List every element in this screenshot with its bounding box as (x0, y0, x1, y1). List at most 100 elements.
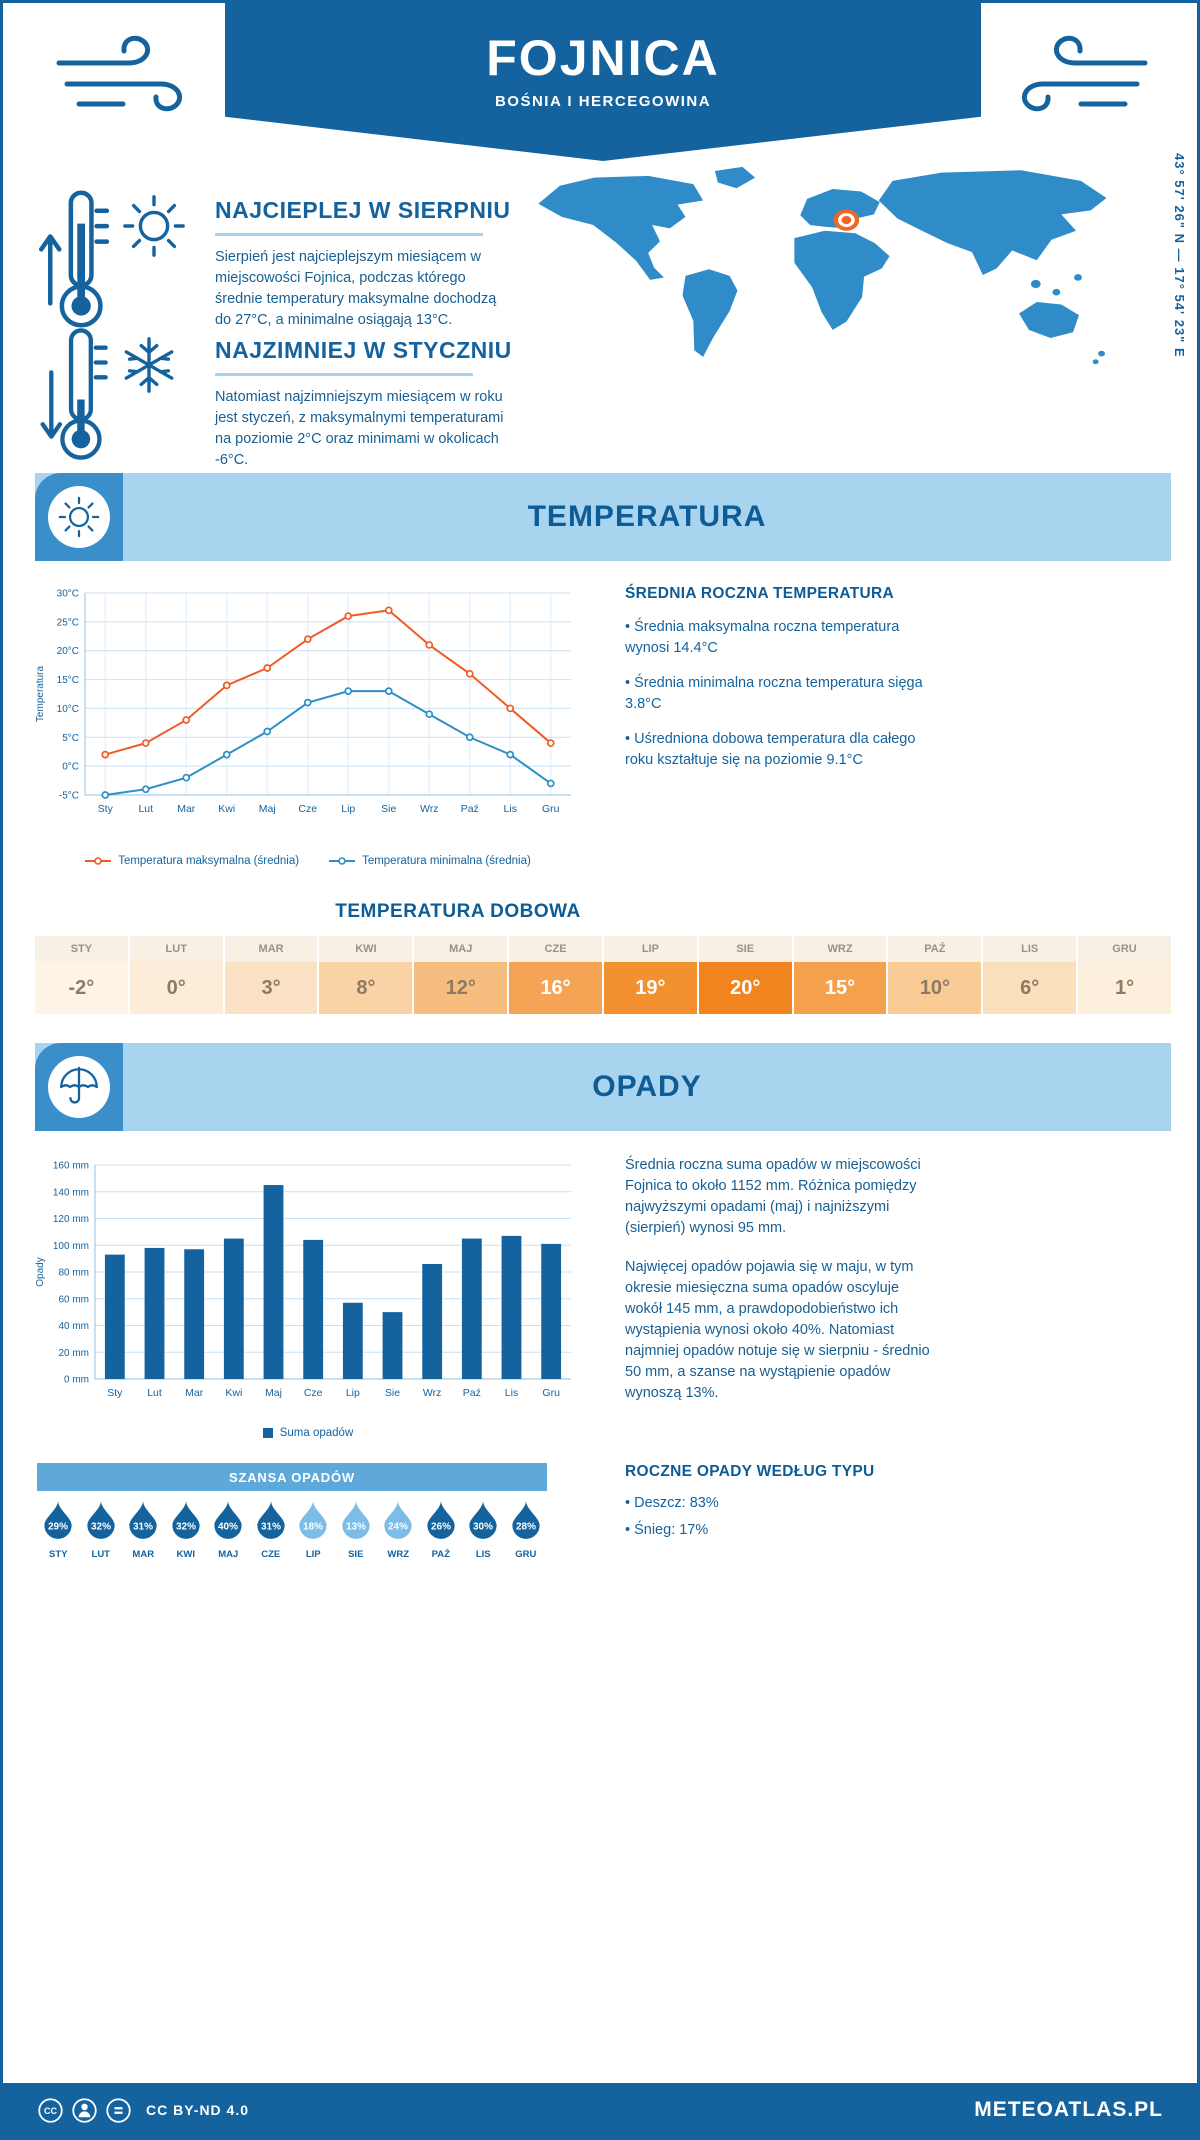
no-derivatives-icon (106, 2097, 131, 2123)
svg-text:30%: 30% (473, 1521, 493, 1532)
rain-chance-item: 32% LUT (80, 1499, 123, 1560)
bullet-item: • Śnieg: 17% (625, 1521, 709, 1538)
svg-text:Kwi: Kwi (218, 803, 235, 815)
temp-value: 10° (888, 962, 982, 1014)
svg-text:40 mm: 40 mm (58, 1321, 89, 1332)
rain-chance-droplets: 29% STY 32% LUT 31% MAR 32% KWI 40% MAJ 31% CZE 18% L… (37, 1499, 547, 1560)
svg-text:Lip: Lip (341, 803, 355, 815)
temp-value: 0° (129, 962, 223, 1014)
temperature-line-chart: -5°C 0°C 5°C 10°C 15°C 20°C 25°C 30°C Sty Lut Mar K… (35, 589, 571, 815)
temp-value: 20° (698, 962, 792, 1014)
month-label: KWI (176, 1549, 195, 1560)
svg-text:80 mm: 80 mm (58, 1268, 89, 1279)
daily-temp-cell: PAŹ 10° (888, 936, 984, 1014)
svg-text:Wrz: Wrz (423, 1387, 441, 1399)
wind-icon (1022, 35, 1148, 112)
svg-text:Sty: Sty (98, 803, 114, 815)
legend-marker-icon (329, 857, 356, 865)
svg-text:30°C: 30°C (57, 589, 79, 600)
precipitation-paragraph: Średnia roczna suma opadów w miejscowośc… (625, 1157, 921, 1237)
rain-chance-item: 30% LIS (462, 1499, 505, 1560)
svg-text:Cze: Cze (298, 803, 317, 815)
temp-value: 16° (509, 962, 602, 1014)
svg-text:100 mm: 100 mm (53, 1241, 89, 1252)
svg-text:13%: 13% (346, 1521, 366, 1532)
svg-text:Sie: Sie (385, 1387, 400, 1399)
banner-icon-box (35, 1043, 123, 1131)
header-banner: FOJNICA BOŚNIA I HERCEGOWINA (225, 3, 981, 161)
svg-text:Mar: Mar (177, 803, 196, 815)
month-label: CZE (261, 1549, 281, 1560)
legend-item: Temperatura minimalna (średnia) (329, 855, 531, 867)
svg-text:25°C: 25°C (57, 617, 79, 628)
droplet-icon: 29% (44, 1500, 72, 1539)
temp-value: 15° (793, 962, 887, 1014)
brand-label: METEOATLAS.PL (974, 2098, 1163, 2121)
svg-text:32%: 32% (91, 1521, 111, 1532)
temp-value: -2° (35, 962, 128, 1014)
droplet-icon: 28% (512, 1500, 540, 1539)
temp-value: 19° (603, 962, 697, 1014)
footer: CC CC BY-ND 4.0 METEOATLAS.PL (3, 2083, 1197, 2137)
droplet-icon: 40% (214, 1500, 242, 1539)
daily-temp-cell: LUT 0° (129, 936, 225, 1014)
daily-temp-cell: KWI 8° (319, 936, 415, 1014)
month-label: LIP (305, 1549, 321, 1560)
droplet-icon: 31% (129, 1500, 157, 1539)
svg-text:31%: 31% (133, 1521, 153, 1532)
precip-type-title: ROCZNE OPADY WEDŁUG TYPU (625, 1463, 875, 1480)
svg-text:120 mm: 120 mm (53, 1214, 89, 1225)
legend-label: Temperatura maksymalna (średnia) (118, 855, 300, 867)
daily-temp-cell: MAR 3° (224, 936, 320, 1014)
svg-text:Sie: Sie (381, 803, 396, 815)
svg-text:Lis: Lis (504, 803, 517, 815)
bullet-item: • Uśredniona dobowa temperatura dla całe… (625, 731, 916, 768)
droplet-icon: 32% (87, 1500, 115, 1539)
precipitation-text: Średnia roczna suma opadów w miejscowośc… (625, 1155, 933, 1422)
world-map (501, 153, 1129, 415)
precipitation-banner-title: OPADY (592, 1070, 702, 1103)
month-label: MAR (132, 1549, 155, 1560)
svg-text:26%: 26% (431, 1521, 451, 1532)
banner-icon-box (35, 473, 123, 561)
svg-text:Mar: Mar (185, 1387, 204, 1399)
rain-chance-item: 31% MAR (122, 1499, 165, 1560)
temperature-banner-title: TEMPERATURA (527, 500, 767, 533)
rain-chance-item: 29% STY (37, 1499, 80, 1560)
droplet-icon: 13% (342, 1500, 370, 1539)
page-subtitle: BOŚNIA I HERCEGOWINA (494, 93, 712, 110)
daily-temp-cell: SIE 20° (698, 936, 794, 1014)
rain-chance-item: 32% KWI (165, 1499, 208, 1560)
precipitation-chart-legend: Suma opadów (43, 1427, 573, 1439)
precipitation-section-banner: OPADY (35, 1043, 1171, 1131)
svg-text:29%: 29% (48, 1521, 68, 1532)
daily-temp-table: STY -2° LUT 0° MAR 3° KWI 8° MAJ 12° CZE 16° LIP 19° S… (35, 936, 1171, 1014)
precip-type-bullets: • Deszcz: 83% • Śnieg: 17% (625, 1493, 925, 1546)
annual-temp-title: ŚREDNIA ROCZNA TEMPERATURA (625, 585, 894, 602)
month-label: LIS (475, 1549, 491, 1560)
rain-chance-item: 18% LIP (292, 1499, 335, 1560)
rain-chance-item: 13% SIE (335, 1499, 378, 1560)
cc-license-icons: CC (37, 2097, 132, 2124)
svg-text:24%: 24% (388, 1521, 408, 1532)
daily-temp-cell: LIS 6° (983, 936, 1079, 1014)
rain-chance-item: 26% PAŹ (420, 1499, 463, 1560)
droplet-icon: 24% (384, 1500, 412, 1539)
month-label: STY (35, 936, 128, 962)
daily-temp-cell: MAJ 12° (414, 936, 510, 1014)
svg-text:28%: 28% (516, 1521, 536, 1532)
daily-temp-title: TEMPERATURA DOBOWA (335, 901, 581, 922)
month-label: SIE (698, 936, 792, 962)
divider (215, 373, 473, 376)
svg-text:Temperatura: Temperatura (35, 665, 46, 722)
month-label: MAJ (218, 1549, 239, 1560)
month-label: WRZ (387, 1549, 410, 1560)
cc-icon: CC (38, 2097, 63, 2123)
month-label: LIP (603, 936, 697, 962)
svg-text:160 mm: 160 mm (53, 1161, 89, 1172)
svg-text:Lut: Lut (138, 803, 153, 815)
svg-text:18%: 18% (303, 1521, 323, 1532)
svg-text:Kwi: Kwi (225, 1387, 242, 1399)
divider (215, 233, 483, 236)
